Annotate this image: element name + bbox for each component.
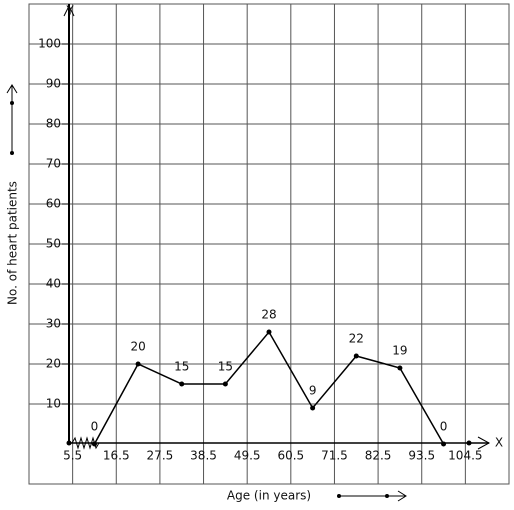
data-label: 28 xyxy=(261,308,276,322)
y-tick-label: 60 xyxy=(46,197,61,211)
x-tick-label: 38.5 xyxy=(190,449,217,463)
grid xyxy=(29,4,509,484)
data-point xyxy=(310,405,316,411)
y-axis-label: No. of heart patients xyxy=(6,181,20,305)
y-tick-label: 80 xyxy=(46,117,61,131)
y-axis-letter: Y xyxy=(65,4,74,18)
y-tick-label: 50 xyxy=(46,237,61,251)
data-label: 0 xyxy=(440,420,448,434)
y-label-arrowhead xyxy=(6,84,18,94)
y-tick-label: 30 xyxy=(46,317,61,331)
data-point xyxy=(222,381,228,387)
data-label: 9 xyxy=(309,384,317,398)
y-tick-label: 20 xyxy=(46,357,61,371)
axis-dot xyxy=(466,440,472,446)
data-point xyxy=(91,441,97,447)
x-axis-label: Age (in years) xyxy=(227,489,311,503)
x-label-dot xyxy=(385,494,389,498)
data-label: 22 xyxy=(349,332,364,346)
x-tick-label: 60.5 xyxy=(277,449,304,463)
y-tick-label: 90 xyxy=(46,77,61,91)
data-point xyxy=(266,329,272,335)
x-label-dot xyxy=(337,494,341,498)
x-label-arrowhead xyxy=(397,490,407,502)
data-label: 20 xyxy=(130,340,145,354)
y-tick-label: 40 xyxy=(46,277,61,291)
x-tick-label: 16.5 xyxy=(103,449,130,463)
x-tick-label: 49.5 xyxy=(234,449,261,463)
x-tick-label: 5.5 xyxy=(63,449,82,463)
x-tick-label: 82.5 xyxy=(365,449,392,463)
x-tick-label: 27.5 xyxy=(147,449,174,463)
x-axis-letter: X xyxy=(495,436,503,450)
y-tick-label: 10 xyxy=(46,397,61,411)
x-arrow xyxy=(477,436,491,450)
data-point xyxy=(353,353,359,359)
x-tick-label: 104.5 xyxy=(448,449,482,463)
data-point xyxy=(397,365,403,371)
data-line xyxy=(93,330,445,445)
y-tick-label: 70 xyxy=(46,157,61,171)
y-label-dot xyxy=(10,101,14,105)
x-tick-label: 93.5 xyxy=(408,449,435,463)
y-arrow xyxy=(63,4,75,17)
x-tick-label: 71.5 xyxy=(321,449,348,463)
y-label-dot xyxy=(10,151,14,155)
y-tick-label: 100 xyxy=(38,37,61,51)
data-point xyxy=(135,361,141,367)
data-label: 15 xyxy=(218,360,233,374)
data-point xyxy=(179,381,185,387)
origin-dot xyxy=(66,440,72,446)
data-label: 19 xyxy=(392,344,407,358)
data-point xyxy=(441,441,447,447)
data-label: 0 xyxy=(91,420,99,434)
data-label: 15 xyxy=(174,360,189,374)
